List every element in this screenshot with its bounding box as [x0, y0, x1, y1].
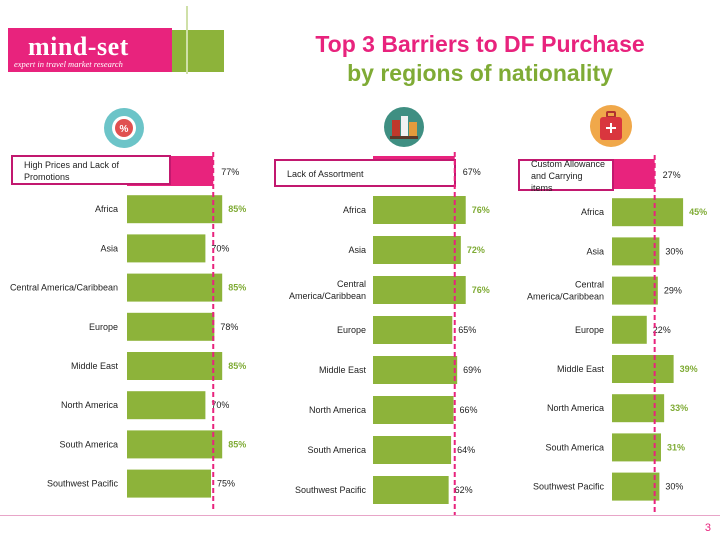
footer-divider [0, 515, 720, 516]
total-value-label: 77% [221, 167, 239, 177]
region-bar [127, 430, 223, 459]
shopping-assortment-icon [384, 107, 424, 147]
region-value-label: 30% [665, 246, 683, 256]
region-bar [373, 396, 454, 424]
region-bar [612, 355, 674, 383]
region-bar [612, 276, 658, 305]
region-bar [127, 352, 223, 380]
region-label: Southwest Pacific [533, 482, 605, 492]
region-bar [373, 276, 466, 304]
region-value-label: 64% [457, 445, 475, 455]
region-label: North America [309, 405, 366, 415]
region-bar [373, 356, 458, 384]
logo-divider [186, 6, 188, 74]
region-value-label: 62% [455, 485, 473, 495]
luggage-icon [590, 105, 632, 147]
region-bar [612, 315, 647, 344]
region-value-label: 70% [211, 243, 229, 253]
region-label: Southwest Pacific [295, 485, 367, 495]
region-bar [127, 234, 206, 263]
region-value-label: 85% [228, 361, 246, 371]
page-number: 3 [704, 522, 711, 534]
region-label: Middle East [557, 364, 605, 374]
region-label: Asia [586, 246, 604, 256]
logo: mind-set expert in travel market researc… [8, 28, 172, 72]
percent-tag-icon: % [104, 108, 144, 148]
region-bar [373, 236, 461, 264]
title-line-1: Top 3 Barriers to DF Purchase [315, 31, 645, 57]
region-value-label: 22% [653, 325, 671, 335]
region-label: South America [545, 442, 604, 452]
region-bar [612, 198, 684, 227]
total-value-label: 67% [463, 167, 481, 177]
region-value-label: 29% [664, 286, 682, 296]
barrier-title: Lack of Assortment [287, 169, 364, 179]
region-label: Asia [348, 245, 366, 255]
region-label: North America [547, 403, 604, 413]
region-value-label: 75% [217, 479, 235, 489]
region-label: Europe [89, 322, 118, 332]
region-bar [127, 469, 211, 498]
barrier-title-box [518, 159, 614, 191]
barrier-title-box [11, 155, 171, 185]
region-label: Europe [337, 325, 366, 335]
region-value-label: 85% [228, 439, 246, 449]
region-label: Southwest Pacific [47, 479, 119, 489]
region-value-label: 78% [220, 322, 238, 332]
region-label: Middle East [71, 361, 119, 371]
page-title: Top 3 Barriers to DF Purchase by regions… [250, 30, 710, 88]
region-label: North America [61, 400, 118, 410]
svg-text:%: % [120, 124, 129, 135]
region-value-label: 33% [670, 403, 688, 413]
region-value-label: 72% [467, 245, 485, 255]
region-bar [373, 476, 449, 504]
region-label: Africa [343, 205, 366, 215]
region-label: South America [59, 439, 118, 449]
region-value-label: 76% [472, 205, 490, 215]
region-bar [612, 237, 660, 266]
region-label: South America [307, 445, 366, 455]
region-label: Africa [581, 207, 604, 217]
region-label: Asia [100, 243, 118, 253]
region-value-label: 76% [472, 285, 490, 295]
region-label: Central America/Caribbean [289, 279, 366, 301]
region-value-label: 85% [228, 204, 246, 214]
region-bar [127, 312, 215, 341]
logo-tagline: expert in travel market research [14, 59, 123, 69]
region-bar [612, 394, 665, 423]
region-value-label: 39% [680, 364, 698, 374]
region-label: Europe [575, 325, 604, 335]
logo-text: mind-set [28, 32, 129, 61]
region-bar [612, 433, 661, 462]
region-label: Africa [95, 204, 118, 214]
region-label: Central America/Caribbean [10, 283, 118, 293]
region-value-label: 45% [689, 207, 707, 217]
region-value-label: 69% [463, 365, 481, 375]
barrier-title: High Prices and Lack of Promotions [24, 160, 120, 182]
region-label: Middle East [319, 365, 367, 375]
region-value-label: 31% [667, 442, 685, 452]
logo-accent [172, 30, 224, 72]
title-line-2: by regions of nationality [347, 60, 613, 86]
total-value-label: 27% [663, 170, 681, 180]
region-label: Central America/Caribbean [527, 280, 604, 302]
region-bar [127, 391, 206, 420]
region-bar [127, 273, 223, 302]
region-value-label: 65% [458, 325, 476, 335]
barrier-title: Custom Allowance and Carrying items [531, 159, 605, 193]
barriers-chart: High Prices and Lack of Promotions 77% Afri… [10, 152, 707, 515]
total-bar [612, 159, 655, 189]
region-bar [373, 196, 466, 224]
region-value-label: 66% [460, 405, 478, 415]
region-value-label: 85% [228, 283, 246, 293]
region-bar [612, 472, 660, 501]
region-bar [127, 195, 223, 224]
region-value-label: 70% [211, 400, 229, 410]
region-bar [373, 316, 453, 344]
region-value-label: 30% [665, 482, 683, 492]
region-bar [373, 436, 452, 464]
